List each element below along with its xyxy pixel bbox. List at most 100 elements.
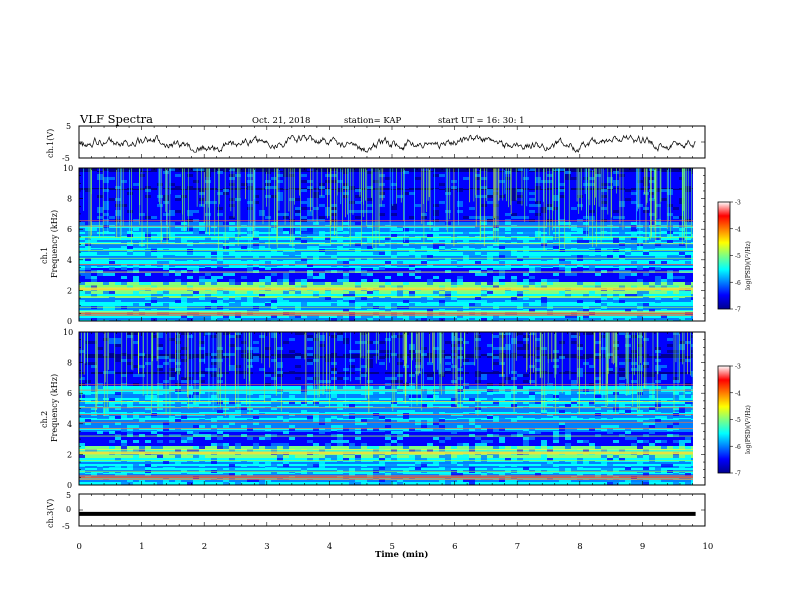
- spectrogram-cell: [301, 279, 307, 282]
- spectrogram-cell: [487, 300, 493, 303]
- spectrogram-cell: [655, 300, 661, 303]
- spectrogram-cell: [433, 368, 439, 371]
- spectrogram-cell: [655, 195, 661, 198]
- spectrogram-cell: [109, 222, 115, 225]
- spectrogram-cell: [109, 371, 115, 374]
- spectrogram-cell: [649, 374, 655, 377]
- spectrogram-cell: [397, 434, 403, 437]
- spectrogram-cell: [601, 338, 607, 341]
- spectrogram-cell: [493, 243, 499, 246]
- spectrogram-cell: [643, 303, 649, 306]
- spectrogram-cell: [685, 237, 691, 240]
- spectrogram-cell: [349, 446, 355, 449]
- spectrogram-cell: [337, 261, 343, 264]
- spectrogram-cell: [199, 315, 205, 318]
- spectrogram-cell: [427, 443, 433, 446]
- spectrogram-cell: [643, 395, 649, 398]
- colorbar-tick-label: -4: [735, 226, 741, 233]
- spectrogram-cell: [217, 416, 223, 419]
- spectrogram-cell: [343, 368, 349, 371]
- x-tick-label: 4: [327, 542, 332, 552]
- spectrogram-cell: [253, 195, 259, 198]
- spectrogram-cell: [331, 207, 337, 210]
- spectrogram-cell: [469, 270, 475, 273]
- spectrogram-cell: [409, 404, 415, 407]
- spectrogram-cell: [409, 216, 415, 219]
- spectrogram-cell: [139, 377, 145, 380]
- spectrogram-cell: [655, 261, 661, 264]
- spectrogram-cell: [97, 359, 103, 362]
- spectrogram-cell: [283, 231, 289, 234]
- spectrogram-cell: [517, 189, 523, 192]
- spectrogram-cell: [253, 309, 259, 312]
- spectrogram-cell: [133, 222, 139, 225]
- spectrogram-cell: [151, 464, 157, 467]
- spectrogram-cell: [535, 359, 541, 362]
- spectrogram-cell: [277, 180, 283, 183]
- spectrogram-cell: [499, 440, 505, 443]
- spectrogram-cell: [577, 374, 583, 377]
- spectrogram-cell: [463, 449, 469, 452]
- spectrogram-cell: [469, 300, 475, 303]
- spectrogram-cell: [151, 446, 157, 449]
- spectrogram-cell: [529, 318, 535, 321]
- spectrogram-cell: [673, 422, 679, 425]
- spectrogram-cell: [421, 374, 427, 377]
- spectrogram-cell: [127, 335, 133, 338]
- spectrogram-cell: [637, 482, 643, 485]
- spectrogram-cell: [325, 270, 331, 273]
- spectrogram-cell: [355, 347, 361, 350]
- spectrogram-cell: [607, 177, 613, 180]
- spectrogram-cell: [571, 392, 577, 395]
- spectrogram-cell: [661, 243, 667, 246]
- spectrogram-cell: [337, 425, 343, 428]
- spectrogram-cell: [253, 237, 259, 240]
- ch3-ylabel: ch.3(V): [46, 499, 55, 528]
- spectrogram-cell: [301, 180, 307, 183]
- spectrogram-cell: [619, 449, 625, 452]
- spectrogram-cell: [595, 341, 601, 344]
- spectrogram-cell: [223, 407, 229, 410]
- spectrogram-cell: [451, 416, 457, 419]
- spectrogram-cell: [343, 183, 349, 186]
- spectrogram-cell: [433, 437, 439, 440]
- spectrogram-cell: [427, 255, 433, 258]
- spectrogram-cell: [565, 315, 571, 318]
- spectrogram-cell: [439, 213, 445, 216]
- spectrogram-row: [79, 186, 693, 188]
- spectrogram-cell: [175, 195, 181, 198]
- spectrogram-cell: [439, 285, 445, 288]
- spectrogram-cell: [349, 315, 355, 318]
- spectrogram-cell: [307, 213, 313, 216]
- spectrogram-cell: [301, 467, 307, 470]
- spectrogram-cell: [205, 267, 211, 270]
- spectrogram-cell: [565, 294, 571, 297]
- spectrogram-cell: [211, 482, 217, 485]
- spectrogram-cell: [571, 183, 577, 186]
- spectrogram-cell: [331, 419, 337, 422]
- spectrogram-cell: [355, 344, 361, 347]
- spectrogram-cell: [385, 377, 391, 380]
- spectrogram-cell: [325, 428, 331, 431]
- spectrogram-cell: [655, 285, 661, 288]
- spectrogram-cell: [205, 243, 211, 246]
- spectrogram-cell: [565, 443, 571, 446]
- spectrogram-row: [79, 212, 693, 214]
- spectrogram-cell: [163, 243, 169, 246]
- spectrogram-cell: [85, 332, 91, 335]
- spectrogram-cell: [253, 446, 259, 449]
- spectrogram-cell: [631, 407, 637, 410]
- spectrogram-cell: [175, 279, 181, 282]
- spectrogram-cell: [121, 276, 127, 279]
- spectrogram-cell: [553, 267, 559, 270]
- spectrogram-cell: [169, 440, 175, 443]
- spectrogram-cell: [493, 237, 499, 240]
- spectrogram-cell: [691, 392, 693, 395]
- spectrogram-cell: [577, 300, 583, 303]
- spectrogram-cell: [157, 356, 163, 359]
- spectrogram-cell: [625, 318, 631, 321]
- spectrogram-cell: [535, 237, 541, 240]
- spectrogram-cell: [385, 467, 391, 470]
- spectrogram-cell: [205, 237, 211, 240]
- spectrogram-cell: [445, 279, 451, 282]
